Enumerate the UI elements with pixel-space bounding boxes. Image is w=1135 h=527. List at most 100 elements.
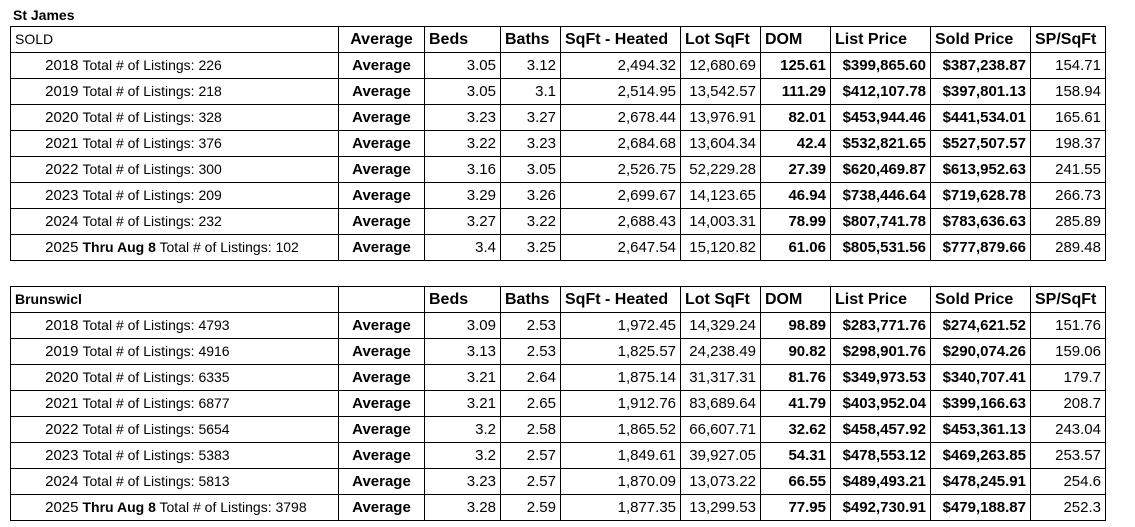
lot-sqft-cell: 14,003.31 — [680, 208, 761, 235]
listings-count: Total # of Listings: 3798 — [159, 499, 307, 515]
lot-sqft-cell: 52,229.28 — [680, 156, 761, 183]
sqft-heated-cell: 2,699.67 — [560, 182, 681, 209]
list-price-cell: $399,865.60 — [830, 52, 931, 79]
header-row: SOLD Average Beds Baths SqFt - Heated Lot SqF… — [10, 26, 1106, 53]
average-cell: Average — [338, 52, 425, 79]
sqft-heated-cell: 2,684.68 — [560, 130, 681, 157]
lot-sqft-cell: 15,120.82 — [680, 234, 761, 261]
sp-sqft-cell: 266.73 — [1030, 182, 1106, 209]
sqft-heated-cell: 2,647.54 — [560, 234, 681, 261]
header-sp-sqft: SP/SqFt — [1030, 286, 1106, 313]
year-cell: 2024 — [10, 468, 81, 495]
sp-sqft-cell: 289.48 — [1030, 234, 1106, 261]
table-row: 2020 Total # of Listings: 328 Average 3.23 3… — [10, 104, 1106, 131]
sold-price-cell: $613,952.63 — [930, 156, 1031, 183]
header-sp-sqft: SP/SqFt — [1030, 26, 1106, 53]
table-row: 2025 Thru Aug 8 Total # of Listings: 102 A… — [10, 234, 1106, 261]
year-cell: 2023 — [10, 442, 81, 469]
header-blank — [80, 26, 339, 53]
dom-cell: 77.95 — [760, 494, 831, 521]
sold-price-cell: $527,507.57 — [930, 130, 1031, 157]
header-list-price: List Price — [830, 286, 931, 313]
listings-cell: Total # of Listings: 6877 — [80, 390, 339, 417]
average-cell: Average — [338, 78, 425, 105]
baths-cell: 3.1 — [500, 78, 561, 105]
table-row: 2019 Total # of Listings: 4916 Average 3.13… — [10, 338, 1106, 365]
lot-sqft-cell: 13,976.91 — [680, 104, 761, 131]
dom-cell: 42.4 — [760, 130, 831, 157]
year-cell: 2018 — [10, 312, 81, 339]
listings-cell: Thru Aug 8 Total # of Listings: 3798 — [80, 494, 339, 521]
list-price-cell: $349,973.53 — [830, 364, 931, 391]
year-cell: 2020 — [10, 104, 81, 131]
table-row: 2022 Total # of Listings: 300 Average 3.16 3… — [10, 156, 1106, 183]
lot-sqft-cell: 13,542.57 — [680, 78, 761, 105]
header-baths: Baths — [500, 286, 561, 313]
listings-count: Total # of Listings: 102 — [159, 239, 299, 255]
baths-cell: 3.12 — [500, 52, 561, 79]
year-cell: 2022 — [10, 416, 81, 443]
baths-cell: 2.65 — [500, 390, 561, 417]
sqft-heated-cell: 2,526.75 — [560, 156, 681, 183]
lot-sqft-cell: 31,317.31 — [680, 364, 761, 391]
beds-cell: 3.09 — [424, 312, 501, 339]
sold-price-cell: $290,074.26 — [930, 338, 1031, 365]
average-cell: Average — [338, 442, 425, 469]
listings-cell: Total # of Listings: 300 — [80, 156, 339, 183]
beds-cell: 3.23 — [424, 104, 501, 131]
baths-cell: 3.27 — [500, 104, 561, 131]
beds-cell: 3.2 — [424, 416, 501, 443]
sp-sqft-cell: 208.7 — [1030, 390, 1106, 417]
beds-cell: 3.16 — [424, 156, 501, 183]
sp-sqft-cell: 252.3 — [1030, 494, 1106, 521]
table-row: 2021 Total # of Listings: 376 Average 3.22 3… — [10, 130, 1106, 157]
header-lot-sqft: Lot SqFt — [680, 286, 761, 313]
listings-count: Total # of Listings: 328 — [82, 109, 222, 125]
header-sold-price: Sold Price — [930, 26, 1031, 53]
list-price-cell: $412,107.78 — [830, 78, 931, 105]
sp-sqft-cell: 159.06 — [1030, 338, 1106, 365]
sold-price-cell: $340,707.41 — [930, 364, 1031, 391]
sp-sqft-cell: 198.37 — [1030, 130, 1106, 157]
beds-cell: 3.05 — [424, 78, 501, 105]
listings-count: Total # of Listings: 232 — [82, 213, 222, 229]
table-row: 2024 Total # of Listings: 232 Average 3.27 3… — [10, 208, 1106, 235]
header-lot-sqft: Lot SqFt — [680, 26, 761, 53]
sold-price-cell: $387,238.87 — [930, 52, 1031, 79]
listings-cell: Total # of Listings: 218 — [80, 78, 339, 105]
beds-cell: 3.05 — [424, 52, 501, 79]
listings-count: Total # of Listings: 5813 — [82, 473, 230, 489]
average-cell: Average — [338, 130, 425, 157]
dom-cell: 46.94 — [760, 182, 831, 209]
sold-price-cell: $777,879.66 — [930, 234, 1031, 261]
list-price-cell: $492,730.91 — [830, 494, 931, 521]
sold-price-cell: $453,361.13 — [930, 416, 1031, 443]
listings-count: Total # of Listings: 4793 — [82, 317, 230, 333]
header-baths: Baths — [500, 26, 561, 53]
listings-count: Total # of Listings: 6335 — [82, 369, 230, 385]
table-row: 2021 Total # of Listings: 6877 Average 3.21… — [10, 390, 1106, 417]
header-row: Brunswick Beds Baths SqFt - Heated Lot SqFt D… — [10, 286, 1106, 313]
sold-price-cell: $783,636.63 — [930, 208, 1031, 235]
year-cell: 2021 — [10, 390, 81, 417]
sqft-heated-cell: 1,849.61 — [560, 442, 681, 469]
dom-cell: 81.76 — [760, 364, 831, 391]
year-cell: 2021 — [10, 130, 81, 157]
sold-price-cell: $399,166.63 — [930, 390, 1031, 417]
baths-cell: 3.23 — [500, 130, 561, 157]
year-cell: 2025 — [10, 494, 81, 521]
sqft-heated-cell: 2,514.95 — [560, 78, 681, 105]
sold-price-cell: $479,188.87 — [930, 494, 1031, 521]
year-cell: 2019 — [10, 78, 81, 105]
listings-cell: Total # of Listings: 4916 — [80, 338, 339, 365]
year-cell: 2018 — [10, 52, 81, 79]
baths-cell: 2.53 — [500, 338, 561, 365]
header-label: SOLD — [10, 26, 81, 53]
header-sqft-heated: SqFt - Heated — [560, 286, 681, 313]
dom-cell: 78.99 — [760, 208, 831, 235]
sqft-heated-cell: 1,825.57 — [560, 338, 681, 365]
listings-cell: Total # of Listings: 5813 — [80, 468, 339, 495]
listings-cell: Total # of Listings: 5383 — [80, 442, 339, 469]
average-cell: Average — [338, 182, 425, 209]
average-cell: Average — [338, 390, 425, 417]
